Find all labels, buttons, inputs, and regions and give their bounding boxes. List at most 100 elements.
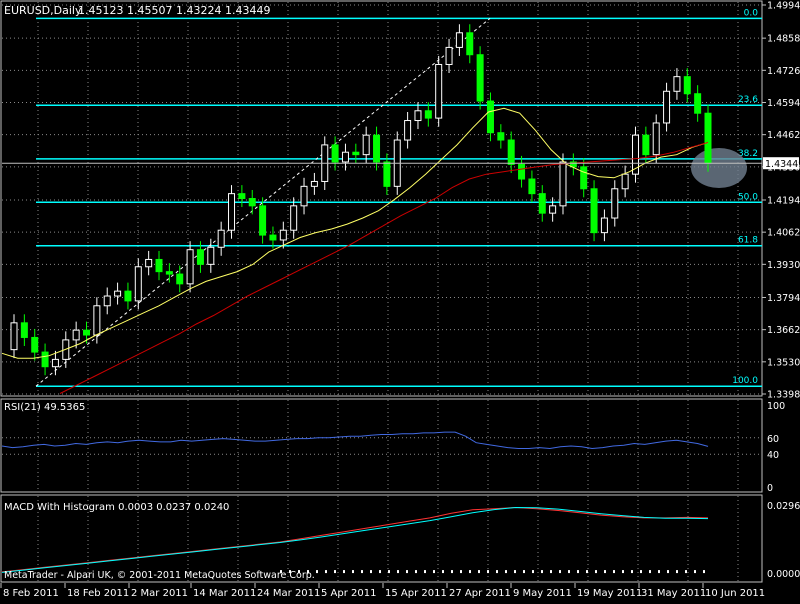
candle-body [600,217,608,234]
macd-histogram-bar [523,570,525,574]
candle-body [538,193,546,214]
macd-tick-label: 0.0000 [767,569,800,580]
candle-body [652,122,660,156]
macd-histogram-bar [532,570,534,574]
macd-histogram-bar [469,570,471,574]
x-tick-label: 5 Apr 2011 [321,588,376,599]
copyright-text: MetaTrader - Alpari UK, © 2001-2011 Meta… [4,570,315,581]
candle-body [155,258,163,273]
candle-body [217,229,225,248]
y-tick-label: 1.37940 [767,293,800,304]
macd-histogram-bar [487,570,489,574]
rsi-tick-label: 60 [767,434,779,445]
current-price-box [763,157,799,170]
candle-body [186,249,194,285]
macd-histogram-bar [649,570,651,574]
y-tick-label: 1.40620 [767,228,800,239]
fib-level-label: 100.0 [732,376,758,386]
candle-body [373,134,381,163]
macd-histogram-bar [604,570,606,574]
time-axis: 8 Feb 2011 18 Feb 2011 2 Mar 2011 14 Mar 20… [0,583,765,599]
x-tick-label: 15 Apr 2011 [385,588,447,599]
candle-body [445,46,453,65]
candle-body [631,134,639,175]
candle-body [341,151,349,163]
candle-body [683,76,691,95]
rsi-panel: 100 60 40 0 [1,401,785,494]
macd-histogram-bar [361,570,363,574]
macd-histogram-bar [334,570,336,574]
fib-level-label: 61.8 [738,236,758,246]
candle-body [134,266,142,302]
candle-body [404,120,412,141]
candle-body [621,173,629,190]
moving-average-slow [59,142,709,394]
candle-body [279,229,287,241]
macd-histogram-bar [676,570,678,574]
panel-frame [0,494,763,583]
candle-body [41,351,49,368]
x-tick-label: 14 Mar 2011 [193,588,256,599]
candle-body [331,144,339,163]
macd-histogram-bar [496,570,498,574]
macd-main-line [1,506,709,573]
candle-body [507,139,515,165]
x-tick-label: 27 Apr 2011 [449,588,511,599]
macd-histogram-bar [280,570,282,574]
candle-body [124,290,132,302]
macd-histogram-bar [541,570,543,574]
y-tick-label: 1.35300 [767,357,800,368]
macd-title: MACD With Histogram 0.0003 0.0237 0.0240 [4,502,229,513]
candle-body [145,258,153,268]
candle-body [424,110,432,119]
candle-body [569,161,577,168]
macd-histogram-bar [550,570,552,574]
candle-body [259,205,267,236]
candle-body [10,322,18,351]
rsi-title: RSI(21) 49.5365 [4,402,85,413]
y-tick-label: 1.39300 [767,260,800,271]
macd-histogram-bar [658,570,660,574]
grid [0,0,763,583]
fib-level-label: 38.2 [738,149,758,159]
macd-histogram-bar [586,570,588,574]
candle-body [310,180,318,187]
candle-body [642,134,650,156]
candle-body [248,198,256,207]
candle-body [114,290,122,297]
candle-body [580,166,588,190]
highlight-ellipse [691,148,747,188]
macd-histogram-bar [640,570,642,574]
y-tick-label: 1.49940 [767,1,800,12]
candle-body [611,188,619,219]
candle-body [704,112,712,164]
candle-body [83,329,91,336]
chart-title: EURUSD,Daily [4,4,82,17]
candle-body [497,132,505,141]
candle-body [549,205,557,214]
candle-body [176,273,184,285]
moving-averages [1,107,709,394]
candle-body [103,295,111,307]
candle-body [383,161,391,187]
macd-histogram-bar [415,570,417,574]
panel-frame [0,0,763,397]
macd-histogram-bar [406,570,408,574]
candle-body [31,336,39,353]
candle-body [51,358,59,368]
candle-body [72,329,80,341]
macd-histogram-bar [316,570,318,574]
x-tick-label: 2 Mar 2011 [131,588,188,599]
fib-level-label: 50.0 [738,192,758,202]
fib-level-label: 23.6 [738,95,758,105]
macd-histogram-bar [685,570,687,574]
macd-histogram-bar [694,570,696,574]
candle-body [228,193,236,231]
macd-histogram-bar [343,570,345,574]
fib-trendline [35,18,491,387]
macd-histogram-bar [298,570,300,574]
macd-histogram-bar [388,570,390,574]
rsi-tick-label: 40 [767,450,779,461]
